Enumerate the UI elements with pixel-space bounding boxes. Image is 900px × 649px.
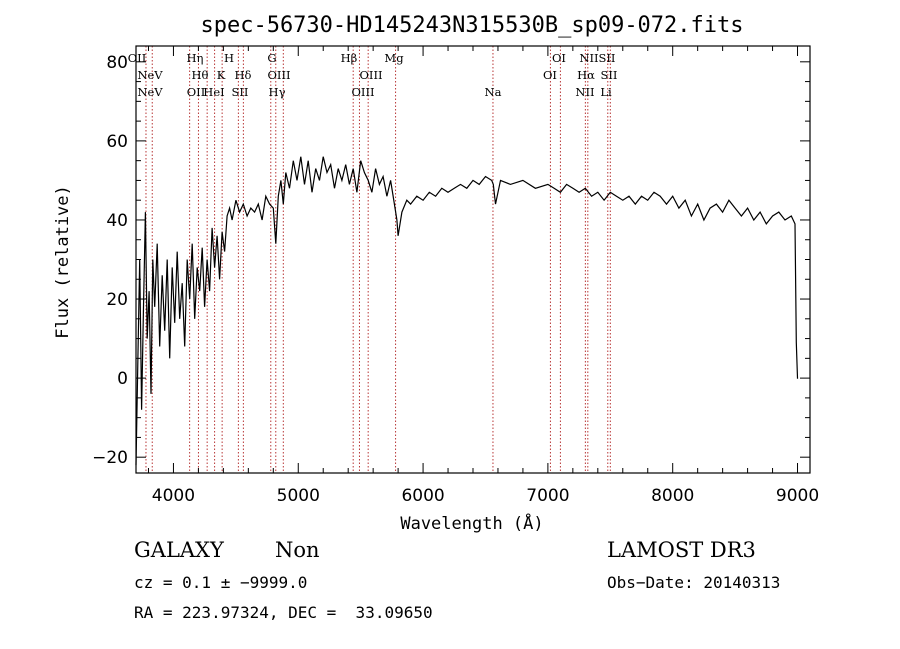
x-tick-label: 5000: [277, 486, 320, 506]
spectral-line-label: SII: [232, 85, 249, 99]
x-tick-label: 9000: [776, 486, 819, 506]
y-tick-label: 80: [106, 53, 128, 73]
spectral-line-label: Li: [600, 85, 612, 99]
spectral-line-label: H: [224, 51, 234, 65]
spectral-line-label: NII: [579, 51, 598, 65]
spectral-line-label: Hγ: [269, 85, 286, 99]
spectral-line-label: Mg: [384, 51, 404, 65]
redshift-readout: cz = 0.1 ± −9999.0: [134, 573, 308, 592]
y-tick-label: 60: [106, 132, 128, 152]
y-axis-ticks: −20 0 20 40 60 80: [92, 53, 810, 468]
spectral-line-label: Na: [485, 85, 502, 99]
y-tick-label: 20: [106, 290, 128, 310]
y-tick-label: 0: [117, 369, 128, 389]
chart-title: spec-56730-HD145243N315530B_sp09-072.fit…: [200, 13, 743, 38]
flux-series-line: [135, 156, 799, 466]
spectral-line-label: OIII: [267, 68, 290, 82]
spectral-line-label: HeI: [203, 85, 224, 99]
x-tick-label: 6000: [401, 486, 444, 506]
x-tick-label: 7000: [526, 486, 569, 506]
spectral-line-label: SII: [601, 68, 618, 82]
object-subclass: Non: [275, 538, 320, 562]
spectral-line-label: Hδ: [235, 68, 252, 82]
plot-frame: [135, 45, 811, 474]
spectral-line-label: OII: [187, 85, 206, 99]
spectral-line-label: G: [267, 51, 276, 65]
spectral-line-label: Hβ: [341, 51, 358, 65]
object-class: GALAXY: [134, 538, 224, 562]
spectral-line-label: NeV: [137, 68, 163, 82]
x-axis-label: Wavelength (Å): [400, 512, 543, 534]
y-axis-label: Flux (relative): [53, 185, 73, 339]
x-tick-label: 4000: [152, 486, 195, 506]
x-axis-ticks: 4000 5000 6000 7000 8000 9000: [147, 46, 819, 506]
y-tick-label: −20: [92, 448, 128, 468]
spectral-line-label: NII: [575, 85, 594, 99]
y-tick-label: 40: [106, 211, 128, 231]
spectral-line-label: OIII: [351, 85, 374, 99]
spectral-line-label: OI: [543, 68, 557, 82]
spectral-line-label: NeV: [137, 85, 163, 99]
survey-name: LAMOST DR3: [607, 538, 756, 562]
x-tick-label: 8000: [651, 486, 694, 506]
spectral-line-label: K: [217, 68, 226, 82]
spectral-line-label: Hη: [187, 51, 204, 65]
spectral-line-label: OII: [128, 51, 147, 65]
spectral-line-label: Hθ: [192, 68, 209, 82]
spectral-line-label: Hα: [577, 68, 595, 82]
spectral-line-label: OI: [552, 51, 566, 65]
spectral-line-markers: [145, 46, 611, 473]
spectral-line-label: SII: [599, 51, 616, 65]
observation-date: Obs−Date: 20140313: [607, 573, 781, 592]
coordinates-readout: RA = 223.97324, DEC = 33.09650: [134, 603, 433, 622]
spectral-line-label: OIII: [359, 68, 382, 82]
